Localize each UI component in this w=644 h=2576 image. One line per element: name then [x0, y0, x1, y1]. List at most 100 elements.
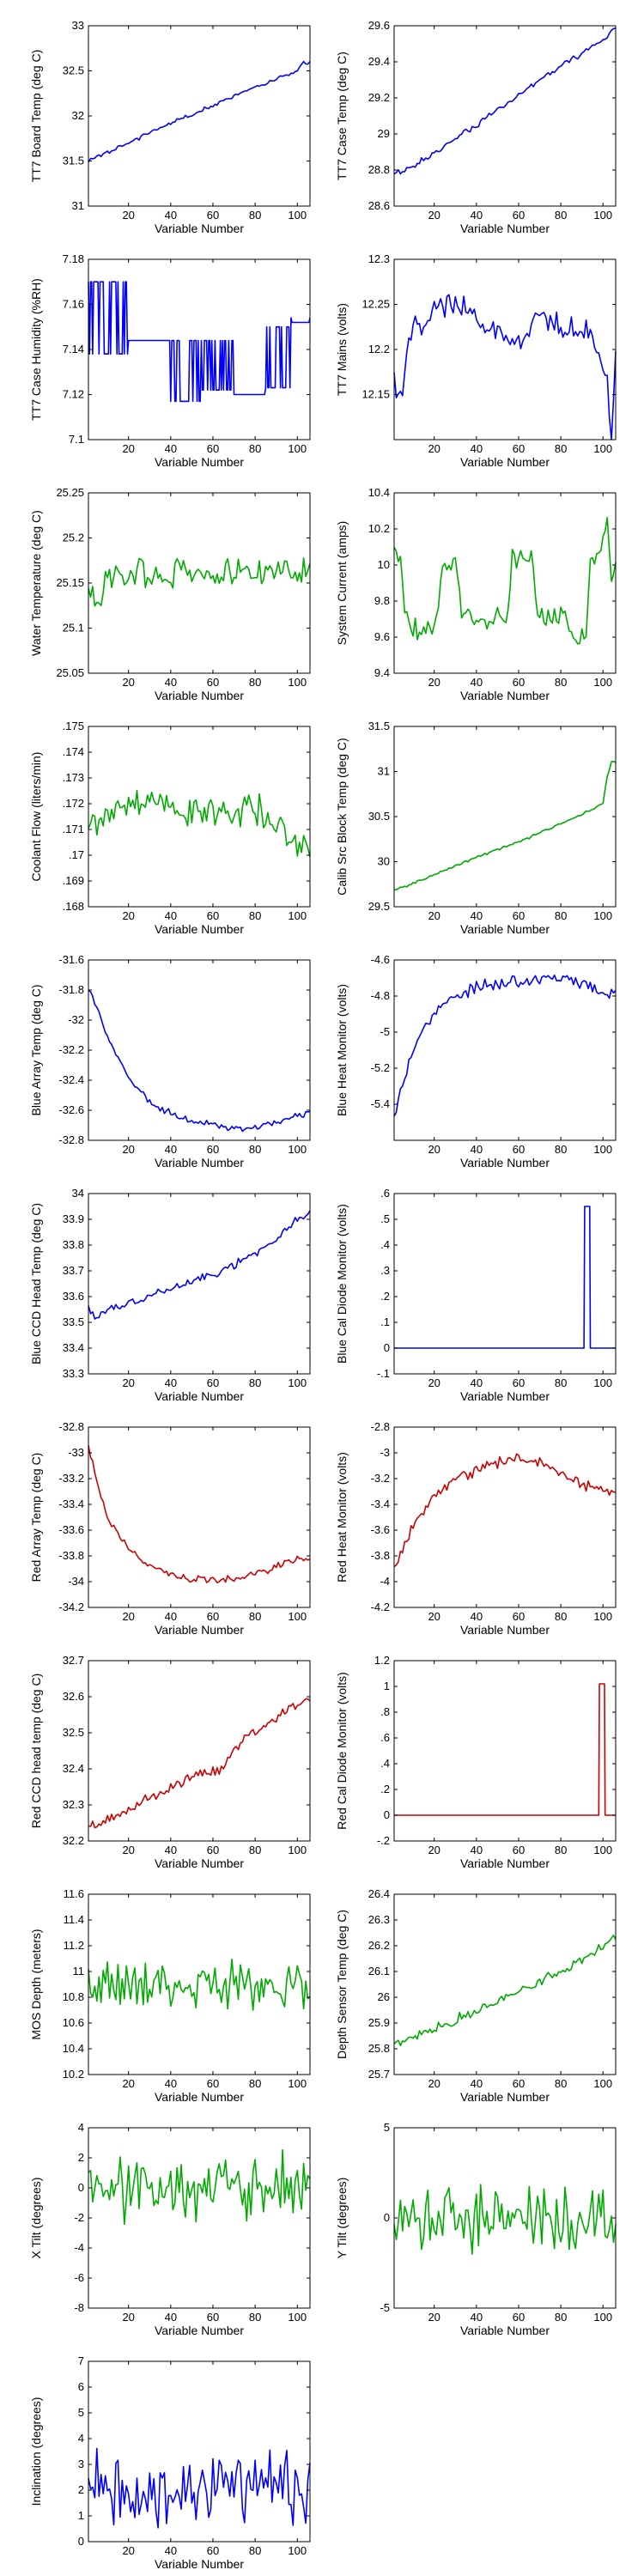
x-tick-label: 40 [165, 1610, 177, 1623]
y-tick-label: 25.7 [368, 2068, 390, 2081]
x-tick-label: 100 [593, 676, 612, 689]
y-tick-label: -6 [74, 2271, 84, 2284]
y-tick-label: -.1 [377, 1367, 390, 1380]
y-tick-label: 33.4 [63, 1341, 84, 1354]
y-tick-label: 10.4 [63, 2042, 84, 2055]
x-tick-label: 100 [288, 1610, 307, 1623]
y-tick-label: .171 [63, 823, 84, 835]
y-tick-label: -4 [74, 2241, 84, 2254]
x-tick-label: 100 [288, 209, 307, 222]
x-tick-label: 40 [165, 442, 177, 455]
x-axis-label: Variable Number [155, 689, 244, 702]
y-tick-label: .175 [63, 720, 84, 732]
y-tick-label: 25.25 [56, 486, 84, 499]
y-axis-label: TT7 Mains (volts) [335, 303, 349, 396]
x-tick-label: 40 [165, 2077, 177, 2090]
y-tick-label: 10.4 [368, 486, 390, 499]
series-line [88, 1698, 311, 1829]
y-tick-label: 25.2 [63, 532, 84, 544]
chart-panel: 20 40 60 80 100 32.2 32.3 32.4 32.5 32.6 32.7 Varia… [29, 1654, 311, 1870]
y-tick-label: 2 [78, 2483, 84, 2496]
chart-panel: 20 40 60 80 100 25.7 25.8 25.9 26 26.1 26.2 26.3 26.… [335, 1887, 617, 2104]
chart-panel: 20 40 60 80 100 -32.8 -32.6 -32.4 -32.2 -32 -31.8 -… [29, 953, 311, 1170]
x-tick-label: 60 [207, 209, 219, 222]
y-tick-label: 25.8 [368, 2042, 390, 2055]
x-axis-label: Variable Number [460, 1156, 550, 1170]
y-tick-label: 32.5 [63, 64, 84, 77]
y-tick-label: .4 [380, 1757, 390, 1770]
axes-frame [393, 1893, 617, 2075]
chart-panel: 20 40 60 80 100 -.2 0 .2 .4 .6 .8 1 1.2 Variable Numb… [335, 1654, 617, 1870]
x-tick-label: 20 [122, 2077, 134, 2090]
y-tick-label: .173 [63, 771, 84, 784]
x-axis-label: Variable Number [460, 455, 550, 469]
x-tick-label: 60 [207, 1143, 219, 1156]
y-axis-label: TT7 Board Temp (deg C) [29, 50, 43, 183]
y-axis-label: X Tilt (degrees) [29, 2178, 43, 2259]
series-line [88, 1445, 311, 1583]
series-line [393, 760, 617, 891]
x-axis-label: Variable Number [155, 1623, 244, 1637]
series-line [88, 2149, 311, 2226]
y-tick-label: -3.4 [371, 1498, 390, 1510]
x-axis-label: Variable Number [460, 689, 550, 702]
y-tick-label: -3.8 [371, 1549, 390, 1562]
y-tick-label: 12.15 [361, 388, 390, 401]
x-tick-label: 60 [207, 909, 219, 922]
x-tick-label: 20 [122, 909, 134, 922]
series-line [88, 1210, 311, 1320]
y-tick-label: 29 [378, 127, 390, 140]
y-tick-label: .17 [69, 848, 84, 861]
axes-frame [88, 1893, 311, 2075]
y-tick-label: 11.6 [64, 1887, 84, 1900]
series-line [88, 281, 311, 403]
y-tick-label: 5 [78, 2406, 84, 2419]
y-tick-label: .1 [380, 1315, 390, 1328]
y-tick-label: -32.4 [58, 1073, 84, 1086]
y-tick-label: 25.15 [56, 576, 84, 589]
y-tick-label: 29.6 [368, 19, 390, 32]
y-tick-label: 25.1 [63, 622, 84, 635]
x-tick-label: 80 [249, 676, 261, 689]
y-tick-label: 32.2 [63, 1834, 84, 1847]
y-tick-label: -5 [380, 2301, 390, 2314]
x-tick-label: 20 [428, 2077, 440, 2090]
x-tick-label: 40 [165, 209, 177, 222]
series-line [393, 1935, 617, 2046]
y-tick-label: 7.12 [63, 388, 84, 401]
y-tick-label: 5 [384, 2121, 390, 2134]
x-tick-label: 100 [593, 909, 612, 922]
y-tick-label: 26.2 [368, 1939, 390, 1952]
y-tick-label: 33.8 [63, 1238, 84, 1251]
y-tick-label: -2.8 [371, 1420, 390, 1433]
x-tick-label: 80 [249, 442, 261, 455]
y-tick-label: 1.2 [374, 1654, 390, 1667]
chart-panel: 20 40 60 80 100 -4.2 -4 -3.8 -3.6 -3.4 -3.2 -3 -2.8 V… [335, 1420, 617, 1637]
x-tick-label: 100 [288, 1376, 307, 1389]
y-tick-label: -32 [68, 1013, 84, 1026]
y-tick-label: 10.2 [63, 2068, 84, 2081]
chart-panel: 20 40 60 80 100 33.3 33.4 33.5 33.6 33.7 33.8 33.9 3… [29, 1187, 311, 1403]
x-axis-label: Variable Number [460, 2090, 550, 2104]
y-tick-label: -3 [380, 1446, 390, 1459]
x-tick-label: 20 [122, 442, 134, 455]
x-axis-label: Variable Number [460, 1856, 550, 1870]
y-axis-label: Blue Array Temp (deg C) [29, 984, 43, 1115]
x-tick-label: 100 [593, 2077, 612, 2090]
y-tick-label: 26.3 [368, 1913, 390, 1926]
y-tick-label: 6 [78, 2380, 84, 2393]
x-tick-label: 60 [207, 676, 219, 689]
x-tick-label: 20 [428, 442, 440, 455]
x-tick-label: 80 [555, 2311, 567, 2324]
axes-frame [393, 959, 617, 1141]
axes-frame [88, 2127, 311, 2309]
series-line [88, 989, 311, 1133]
y-tick-label: -34 [68, 1575, 84, 1588]
y-axis-label: Red Array Temp (deg C) [29, 1453, 43, 1583]
y-tick-label: 1 [384, 1680, 390, 1692]
y-tick-label: 26 [378, 1990, 390, 2003]
series-line [88, 789, 311, 858]
series-line [88, 1959, 311, 2011]
x-tick-label: 60 [513, 442, 525, 455]
